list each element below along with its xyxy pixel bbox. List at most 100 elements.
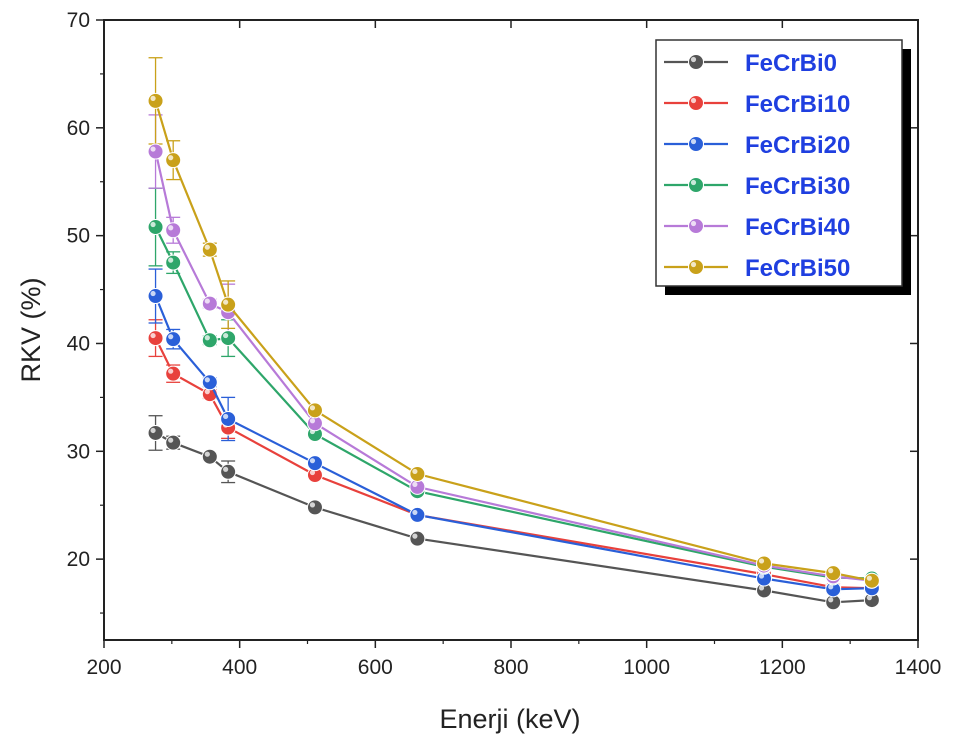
data-point xyxy=(306,455,323,472)
data-point xyxy=(201,448,218,465)
data-point-highlight xyxy=(866,595,872,601)
data-point-highlight xyxy=(168,437,174,443)
data-point-highlight xyxy=(828,568,834,574)
data-point xyxy=(201,241,218,258)
data-point-highlight xyxy=(758,573,765,579)
legend-marker xyxy=(688,136,704,152)
series-layer xyxy=(147,92,880,611)
data-point-highlight xyxy=(412,468,418,475)
legend-marker xyxy=(688,95,704,111)
data-point xyxy=(220,330,237,347)
data-point xyxy=(825,565,842,582)
y-tick-label: 60 xyxy=(67,117,90,140)
data-point xyxy=(147,92,164,109)
y-tick-label: 50 xyxy=(67,225,90,248)
data-point xyxy=(165,222,182,239)
data-point xyxy=(201,295,218,312)
legend-marker xyxy=(688,54,704,70)
y-axis-title: RKV (%) xyxy=(16,277,46,382)
legend-item-fecrbi20: FeCrBi20 xyxy=(664,132,850,159)
legend-label: FeCrBi20 xyxy=(745,132,850,159)
x-tick-label: 200 xyxy=(86,656,121,679)
data-point xyxy=(201,374,218,391)
data-point-highlight xyxy=(204,335,210,341)
legend-label: FeCrBi10 xyxy=(745,91,850,118)
data-point-highlight xyxy=(150,221,156,228)
x-tick-label: 800 xyxy=(493,656,528,679)
legend-marker-highlight xyxy=(690,138,697,145)
data-point-highlight xyxy=(168,155,174,161)
legend-item-fecrbi40: FeCrBi40 xyxy=(664,214,850,241)
legend-label: FeCrBi30 xyxy=(745,173,850,200)
data-point-highlight xyxy=(309,405,316,411)
legend-marker-highlight xyxy=(690,261,697,268)
y-tick-label: 20 xyxy=(67,548,90,571)
x-tick-label: 400 xyxy=(222,656,257,679)
data-point-highlight xyxy=(150,290,156,297)
series-line xyxy=(154,295,872,591)
data-point xyxy=(306,402,323,419)
data-point-highlight xyxy=(309,418,316,424)
data-point-highlight xyxy=(309,469,316,476)
legend-label: FeCrBi50 xyxy=(745,255,850,282)
data-point xyxy=(147,143,164,160)
data-point xyxy=(863,572,880,589)
legend-marker xyxy=(688,218,704,234)
data-point-highlight xyxy=(309,502,316,508)
data-point-highlight xyxy=(223,332,229,339)
data-point xyxy=(165,365,182,382)
axes-layer: 200 400 600 800 1000 1200 1400 20 30 40 50 60 70 xyxy=(67,9,942,679)
data-point-highlight xyxy=(828,597,834,603)
x-axis-title: Enerji (keV) xyxy=(439,704,580,734)
data-point-highlight xyxy=(204,298,210,304)
series-fecrbi0 xyxy=(147,424,880,611)
data-point xyxy=(165,331,182,348)
data-point xyxy=(409,506,426,523)
data-point xyxy=(147,288,164,305)
y-tick-label: 40 xyxy=(67,332,90,355)
series-fecrbi20 xyxy=(147,288,880,598)
legend-box xyxy=(655,39,903,287)
data-point-highlight xyxy=(150,427,156,434)
data-point-highlight xyxy=(150,146,156,152)
data-point-highlight xyxy=(204,389,210,395)
legend-marker-highlight xyxy=(690,97,697,104)
legend-label: FeCrBi0 xyxy=(745,50,837,77)
legend-label: FeCrBi40 xyxy=(745,214,850,241)
data-point-highlight xyxy=(309,458,316,464)
legend-marker xyxy=(688,259,704,275)
data-point xyxy=(306,499,323,516)
data-point-highlight xyxy=(168,334,174,340)
data-point-highlight xyxy=(168,368,174,374)
x-tick-label: 1200 xyxy=(759,656,806,679)
data-point-highlight xyxy=(150,95,156,101)
data-point xyxy=(147,424,164,441)
series-fecrbi50 xyxy=(147,92,880,589)
data-point xyxy=(220,463,237,480)
data-point xyxy=(147,330,164,347)
data-point xyxy=(147,219,164,236)
data-point-highlight xyxy=(866,575,872,581)
x-tick-label: 600 xyxy=(358,656,393,679)
x-tick-label: 1000 xyxy=(623,656,670,679)
y-tick-label: 70 xyxy=(67,9,90,32)
legend: FeCrBi0 FeCrBi10 FeCrBi20 FeCrBi30 FeCrBi40 F… xyxy=(655,39,911,295)
legend-marker-highlight xyxy=(690,220,697,227)
x-tick-label: 1400 xyxy=(895,656,942,679)
y-tick-label: 30 xyxy=(67,440,90,463)
data-point-highlight xyxy=(204,451,210,457)
data-point-highlight xyxy=(758,558,765,564)
legend-item-fecrbi50: FeCrBi50 xyxy=(664,255,850,282)
legend-marker-highlight xyxy=(690,56,697,63)
data-point-highlight xyxy=(168,257,174,263)
data-point xyxy=(201,332,218,349)
data-point xyxy=(165,434,182,451)
data-point xyxy=(165,152,182,169)
data-point-highlight xyxy=(150,332,156,339)
legend-marker-highlight xyxy=(690,179,697,186)
data-point-highlight xyxy=(828,584,834,590)
data-point xyxy=(756,555,773,572)
data-point xyxy=(220,296,237,313)
legend-marker xyxy=(688,177,704,193)
